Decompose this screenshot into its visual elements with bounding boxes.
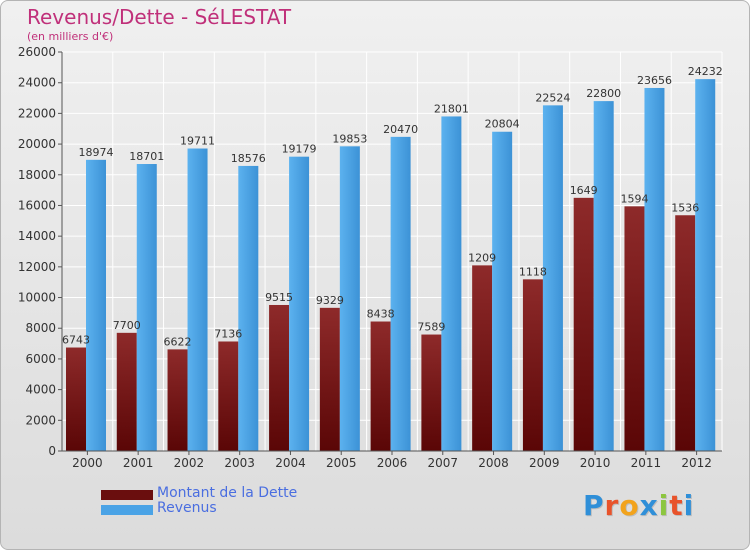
logo-letter: r: [604, 489, 620, 522]
logo-letter: i: [658, 489, 670, 522]
y-tick-label: 24000: [18, 76, 56, 90]
x-tick-label: 2009: [529, 456, 560, 470]
bar-dette: [66, 347, 86, 451]
bar-revenus: [136, 164, 157, 451]
bar-revenus: [695, 79, 716, 451]
bar-dette: [167, 349, 188, 451]
y-tick-label: 12000: [18, 260, 56, 274]
legend-label-revenus: Revenus: [157, 500, 217, 516]
bar-revenus: [593, 101, 614, 451]
bar-revenus: [339, 146, 360, 451]
bar-revenus: [644, 87, 665, 452]
data-label-revenus: 19711: [180, 135, 215, 148]
y-tick-label: 18000: [18, 168, 56, 182]
bar-dette: [269, 304, 290, 451]
data-label-dette: 9329: [316, 294, 344, 307]
y-tick-label: 10000: [18, 291, 56, 305]
y-tick-label: 6000: [25, 352, 56, 366]
bar-dette: [675, 215, 696, 451]
y-tick-label: 4000: [25, 383, 56, 397]
bar-dette: [116, 332, 137, 451]
data-label-revenus: 24232: [688, 65, 723, 78]
x-tick-label: 2001: [123, 456, 154, 470]
label-layer: 6743 18974 7700 18701 6622 19711 7136 18576 9515…: [62, 65, 723, 348]
logo-letter: P: [583, 489, 605, 522]
y-tick-label: 0: [48, 444, 56, 458]
data-label-dette: 9515: [265, 291, 293, 304]
x-tick-label: 2012: [681, 456, 712, 470]
data-label-dette: 1209: [468, 251, 496, 264]
y-tick-label: 8000: [25, 321, 56, 335]
legend-label-debt: Montant de la Dette: [157, 485, 298, 501]
bar-dette: [421, 334, 442, 451]
data-label-revenus: 20470: [383, 123, 418, 136]
y-tick-label: 14000: [18, 229, 56, 243]
x-tick-label: 2010: [580, 456, 611, 470]
bar-dette: [218, 341, 239, 451]
x-tick-label: 2008: [478, 456, 509, 470]
data-label-revenus: 23656: [637, 74, 672, 87]
data-label-revenus: 18576: [231, 152, 266, 165]
x-tick-label: 2011: [631, 456, 662, 470]
axis-layer: 0 2000 4000 6000 8000 10000 12000 14000 16000 180…: [18, 45, 722, 470]
data-label-revenus: 22524: [535, 91, 570, 104]
data-label-dette: 1594: [620, 192, 648, 205]
bar-revenus: [187, 148, 208, 451]
data-label-dette: 8438: [367, 308, 395, 321]
y-tick-label: 2000: [25, 413, 56, 427]
data-label-revenus: 19853: [332, 132, 367, 145]
data-label-dette: 7589: [417, 321, 445, 334]
data-label-dette: 7136: [214, 327, 242, 340]
data-label-dette: 7700: [113, 319, 141, 332]
y-tick-label: 16000: [18, 198, 56, 212]
y-tick-label: 26000: [18, 45, 56, 59]
logo-letter: o: [619, 489, 640, 522]
logo-letter: i: [683, 489, 695, 522]
data-label-dette: 1536: [671, 201, 699, 214]
bar-dette: [370, 321, 391, 451]
data-label-dette: 1649: [570, 184, 598, 197]
bar-dette: [472, 265, 493, 451]
legend-swatch-revenus: [101, 505, 153, 515]
data-label-dette: 6743: [62, 334, 90, 347]
data-label-revenus: 18701: [129, 150, 164, 163]
bar-revenus: [289, 156, 310, 451]
x-tick-label: 2006: [377, 456, 408, 470]
bar-dette: [624, 206, 645, 451]
data-label-revenus: 19179: [282, 143, 317, 156]
x-tick-label: 2003: [224, 456, 255, 470]
data-label-revenus: 21801: [434, 102, 469, 115]
bar-layer: [66, 79, 716, 452]
x-tick-label: 2004: [275, 456, 306, 470]
proxiti-logo: Proxiti: [583, 489, 694, 522]
y-tick-label: 22000: [18, 106, 56, 120]
data-label-revenus: 18974: [79, 146, 114, 159]
bar-revenus: [390, 136, 411, 451]
bar-chart: 6743 18974 7700 18701 6622 19711 7136 18576 9515…: [18, 45, 723, 470]
x-tick-label: 2002: [174, 456, 205, 470]
bar-revenus: [441, 116, 462, 451]
data-label-dette: 1118: [519, 265, 547, 278]
bar-dette: [522, 279, 543, 451]
x-tick-label: 2007: [427, 456, 458, 470]
bar-dette: [319, 307, 340, 451]
legend-swatch-debt: [101, 490, 153, 500]
logo-letter: x: [639, 489, 659, 522]
data-label-dette: 6622: [164, 335, 192, 348]
y-tick-label: 20000: [18, 137, 56, 151]
chart-subtitle: (en milliers d'€): [27, 30, 114, 43]
data-label-revenus: 22800: [586, 87, 621, 100]
chart-title: Revenus/Dette - SéLESTAT: [27, 5, 292, 29]
logo-letter: t: [669, 489, 684, 522]
x-tick-label: 2005: [326, 456, 357, 470]
x-tick-label: 2000: [72, 456, 103, 470]
bar-revenus: [238, 165, 259, 451]
bar-revenus: [542, 105, 563, 451]
bar-revenus: [86, 159, 106, 451]
bar-revenus: [492, 131, 513, 451]
bar-dette: [573, 197, 594, 451]
data-label-revenus: 20804: [485, 118, 520, 131]
